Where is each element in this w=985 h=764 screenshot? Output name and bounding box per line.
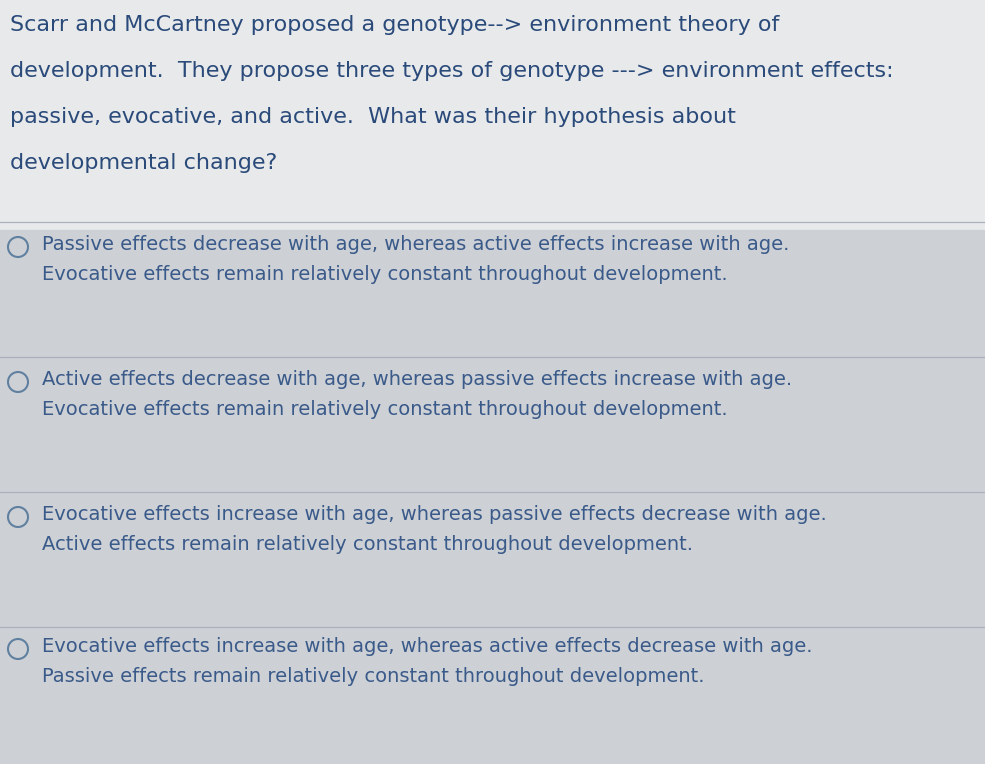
Text: Evocative effects remain relatively constant throughout development.: Evocative effects remain relatively cons… <box>42 265 728 284</box>
Text: passive, evocative, and active.  What was their hypothesis about: passive, evocative, and active. What was… <box>10 107 736 127</box>
Bar <box>0 230 985 764</box>
Text: Passive effects decrease with age, whereas active effects increase with age.: Passive effects decrease with age, where… <box>42 235 789 254</box>
Text: Active effects remain relatively constant throughout development.: Active effects remain relatively constan… <box>42 535 693 554</box>
Text: Evocative effects increase with age, whereas passive effects decrease with age.: Evocative effects increase with age, whe… <box>42 505 826 524</box>
Bar <box>0 0 985 230</box>
Text: Evocative effects remain relatively constant throughout development.: Evocative effects remain relatively cons… <box>42 400 728 419</box>
Text: Evocative effects increase with age, whereas active effects decrease with age.: Evocative effects increase with age, whe… <box>42 637 813 656</box>
Text: development.  They propose three types of genotype ---> environment effects:: development. They propose three types of… <box>10 61 893 81</box>
Text: Scarr and McCartney proposed a genotype--> environment theory of: Scarr and McCartney proposed a genotype-… <box>10 15 779 35</box>
Text: developmental change?: developmental change? <box>10 153 277 173</box>
Text: Active effects decrease with age, whereas passive effects increase with age.: Active effects decrease with age, wherea… <box>42 370 792 389</box>
Text: Passive effects remain relatively constant throughout development.: Passive effects remain relatively consta… <box>42 667 704 686</box>
